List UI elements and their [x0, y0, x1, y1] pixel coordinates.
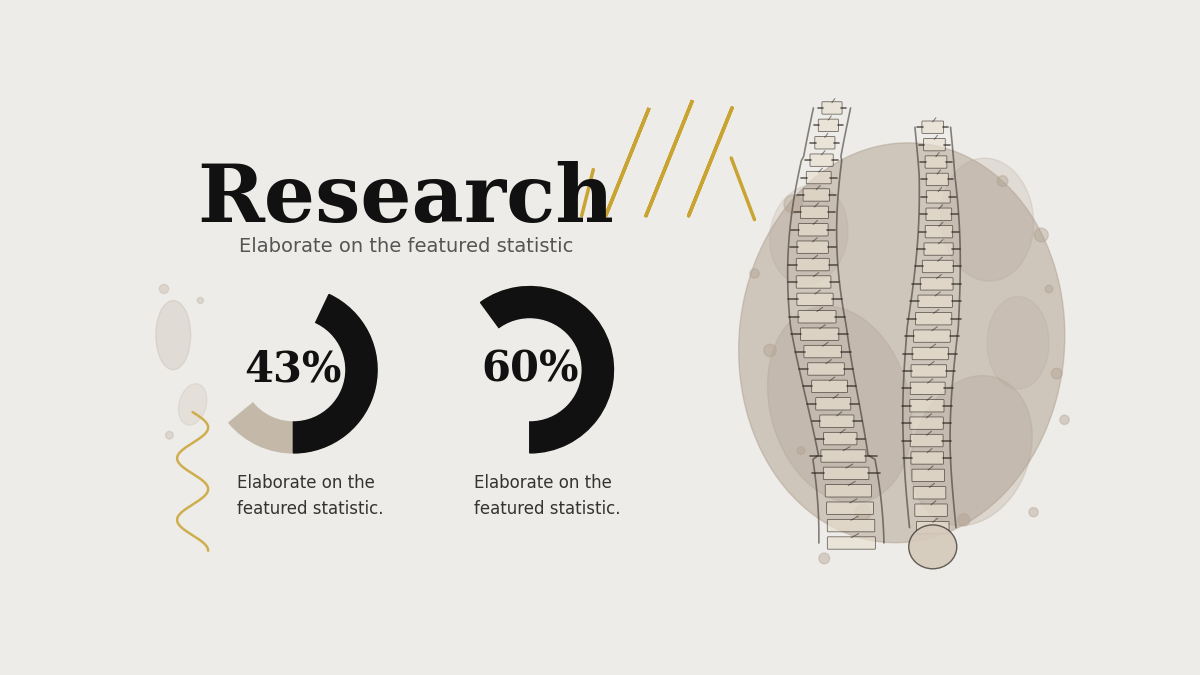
- Wedge shape: [480, 287, 613, 396]
- Circle shape: [818, 553, 829, 564]
- Text: 60%: 60%: [481, 349, 578, 391]
- FancyBboxPatch shape: [827, 519, 875, 532]
- FancyBboxPatch shape: [916, 313, 952, 325]
- FancyBboxPatch shape: [800, 206, 828, 219]
- FancyBboxPatch shape: [910, 417, 943, 429]
- FancyBboxPatch shape: [924, 243, 953, 255]
- FancyBboxPatch shape: [925, 225, 953, 238]
- Circle shape: [958, 514, 970, 526]
- FancyBboxPatch shape: [797, 259, 829, 271]
- FancyBboxPatch shape: [926, 173, 948, 186]
- FancyBboxPatch shape: [911, 452, 943, 464]
- FancyBboxPatch shape: [912, 348, 948, 360]
- FancyBboxPatch shape: [913, 330, 950, 342]
- Circle shape: [1060, 415, 1069, 425]
- Ellipse shape: [986, 296, 1049, 389]
- FancyBboxPatch shape: [918, 295, 953, 308]
- Ellipse shape: [179, 383, 206, 425]
- FancyBboxPatch shape: [913, 487, 946, 499]
- FancyBboxPatch shape: [798, 223, 828, 236]
- FancyBboxPatch shape: [924, 138, 946, 151]
- FancyBboxPatch shape: [823, 467, 869, 480]
- Circle shape: [997, 176, 1008, 186]
- FancyBboxPatch shape: [910, 400, 944, 412]
- Ellipse shape: [941, 158, 1033, 281]
- FancyBboxPatch shape: [911, 382, 946, 394]
- FancyBboxPatch shape: [815, 136, 835, 149]
- FancyBboxPatch shape: [922, 121, 943, 134]
- FancyBboxPatch shape: [797, 293, 833, 306]
- Circle shape: [160, 284, 168, 294]
- Ellipse shape: [156, 300, 191, 370]
- FancyBboxPatch shape: [816, 398, 851, 410]
- Text: Research: Research: [197, 161, 614, 240]
- FancyBboxPatch shape: [926, 190, 950, 203]
- Wedge shape: [480, 287, 613, 453]
- Circle shape: [1045, 285, 1052, 293]
- Ellipse shape: [739, 143, 1064, 543]
- FancyBboxPatch shape: [797, 276, 830, 288]
- FancyBboxPatch shape: [806, 171, 832, 184]
- FancyBboxPatch shape: [914, 504, 947, 516]
- Circle shape: [1051, 368, 1062, 379]
- FancyBboxPatch shape: [917, 521, 949, 534]
- Circle shape: [242, 319, 344, 421]
- FancyBboxPatch shape: [827, 537, 876, 549]
- Circle shape: [1028, 508, 1038, 517]
- Wedge shape: [229, 294, 377, 453]
- FancyBboxPatch shape: [826, 485, 871, 497]
- Ellipse shape: [768, 306, 912, 503]
- Ellipse shape: [911, 375, 1032, 526]
- FancyBboxPatch shape: [912, 469, 944, 481]
- FancyBboxPatch shape: [925, 156, 947, 168]
- FancyBboxPatch shape: [800, 328, 839, 340]
- FancyBboxPatch shape: [911, 435, 943, 447]
- FancyBboxPatch shape: [811, 380, 847, 393]
- FancyBboxPatch shape: [911, 364, 947, 377]
- Circle shape: [479, 319, 581, 421]
- Circle shape: [1034, 228, 1049, 242]
- Circle shape: [750, 269, 760, 278]
- Ellipse shape: [769, 185, 848, 285]
- FancyBboxPatch shape: [821, 450, 866, 462]
- FancyBboxPatch shape: [810, 154, 833, 166]
- FancyBboxPatch shape: [818, 119, 839, 132]
- Circle shape: [166, 431, 173, 439]
- Circle shape: [763, 344, 776, 356]
- Circle shape: [784, 195, 803, 213]
- FancyBboxPatch shape: [827, 502, 874, 514]
- FancyBboxPatch shape: [822, 102, 842, 114]
- FancyBboxPatch shape: [823, 433, 857, 445]
- FancyBboxPatch shape: [808, 362, 845, 375]
- FancyBboxPatch shape: [926, 208, 952, 221]
- Circle shape: [197, 298, 204, 304]
- FancyBboxPatch shape: [923, 261, 953, 273]
- FancyBboxPatch shape: [920, 277, 953, 290]
- Text: Elaborate on the featured statistic: Elaborate on the featured statistic: [239, 237, 572, 256]
- Text: Elaborate on the
featured statistic.: Elaborate on the featured statistic.: [474, 474, 620, 518]
- FancyBboxPatch shape: [797, 241, 828, 253]
- Wedge shape: [293, 294, 377, 453]
- FancyBboxPatch shape: [820, 415, 854, 427]
- Text: 43%: 43%: [245, 349, 342, 391]
- Ellipse shape: [910, 526, 956, 568]
- FancyBboxPatch shape: [798, 310, 836, 323]
- FancyBboxPatch shape: [804, 346, 841, 358]
- FancyBboxPatch shape: [803, 189, 829, 201]
- Circle shape: [797, 447, 805, 454]
- Text: Elaborate on the
featured statistic.: Elaborate on the featured statistic.: [236, 474, 383, 518]
- Circle shape: [856, 504, 871, 520]
